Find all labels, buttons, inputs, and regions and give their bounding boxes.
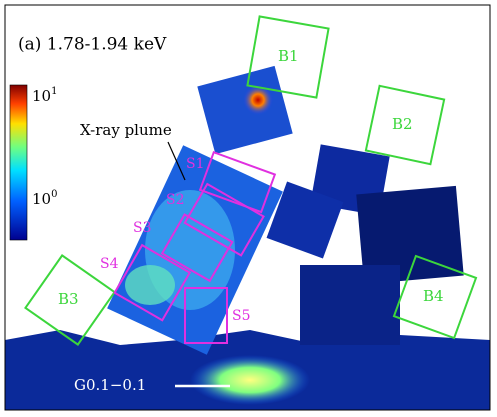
region-label: B4 — [423, 287, 444, 305]
region-label: S1 — [186, 156, 205, 172]
colorbar-tick-label: 100 — [32, 189, 57, 209]
cloud-label: G0.1−0.1 — [74, 376, 146, 394]
tick-exponent: 0 — [51, 189, 57, 200]
region-label: S4 — [100, 256, 119, 272]
region-label: B2 — [392, 115, 413, 133]
tick-base: 10 — [32, 190, 51, 208]
colorbar-tick-label: 101 — [32, 86, 57, 106]
plume-label: X-ray plume — [80, 121, 172, 139]
colorbar — [10, 85, 27, 240]
x-ray-map: (a) 1.78-1.94 keV 101 100 X-ray plume G0… — [0, 0, 497, 417]
tick-base: 10 — [32, 87, 51, 105]
region-label: S5 — [232, 308, 251, 324]
region-label: S3 — [133, 220, 152, 236]
emission — [5, 66, 490, 410]
panel-title: (a) 1.78-1.94 keV — [18, 35, 167, 55]
region-label: B1 — [278, 47, 299, 65]
region-label: S2 — [166, 192, 185, 208]
tick-exponent: 1 — [51, 86, 57, 97]
region-label: B3 — [58, 290, 79, 308]
